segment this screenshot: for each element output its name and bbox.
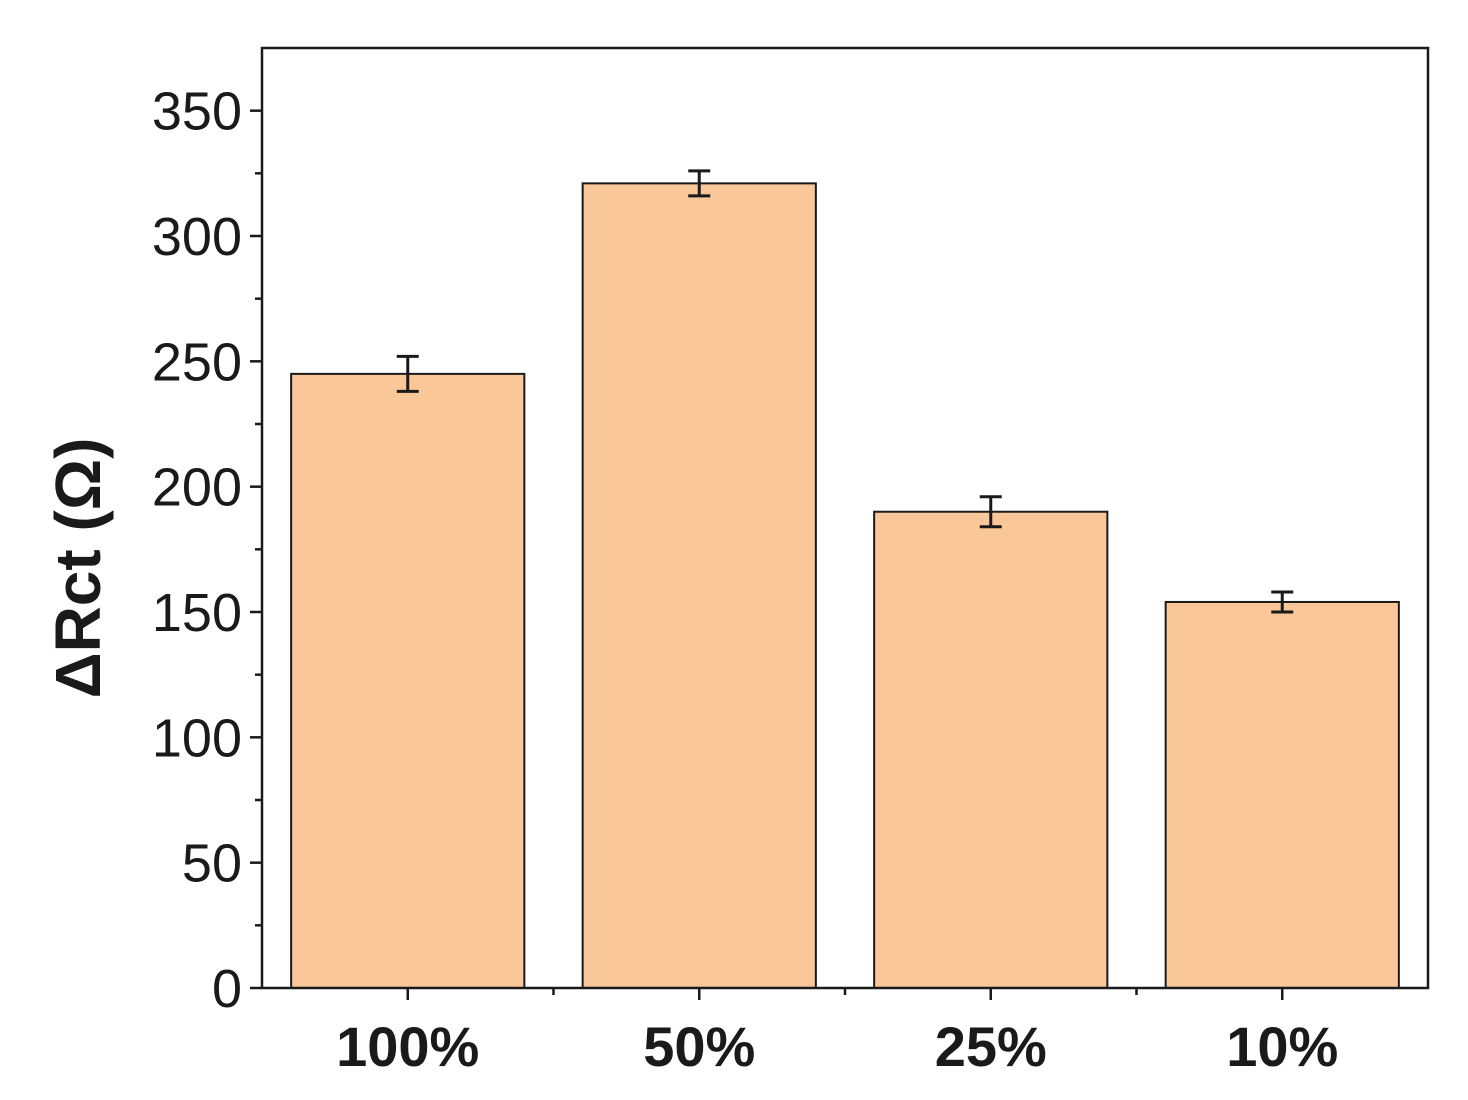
error-bar-100pct <box>396 354 419 393</box>
x-axis: 100% 50% 25% 10% <box>336 988 1338 1078</box>
y-tick-label: 100 <box>152 708 242 768</box>
y-tick-label: 250 <box>152 332 242 392</box>
y-tick-label: 150 <box>152 583 242 643</box>
x-tick-label: 10% <box>1226 1015 1338 1078</box>
y-tick-label: 300 <box>152 207 242 267</box>
bar-100pct <box>290 372 526 990</box>
y-tick-label: 350 <box>152 82 242 142</box>
y-tick-label: 0 <box>212 959 242 1019</box>
x-tick-label: 50% <box>643 1015 755 1078</box>
y-tick-label: 200 <box>152 458 242 518</box>
y-axis-title: ΔRct (Ω) <box>42 438 114 699</box>
x-tick-label: 100% <box>336 1015 479 1078</box>
bar-50pct <box>581 182 817 990</box>
error-bars <box>396 169 1294 614</box>
y-axis: 0 50 100 150 200 250 300 350 <box>152 82 262 1019</box>
y-tick-label: 50 <box>182 834 242 894</box>
bar-25pct <box>873 510 1109 989</box>
error-bar-50pct <box>688 169 711 198</box>
bar-10pct <box>1164 600 1400 989</box>
error-bar-10pct <box>1271 590 1294 614</box>
bars <box>290 182 1400 990</box>
error-bar-25pct <box>979 495 1002 529</box>
x-tick-label: 25% <box>935 1015 1047 1078</box>
